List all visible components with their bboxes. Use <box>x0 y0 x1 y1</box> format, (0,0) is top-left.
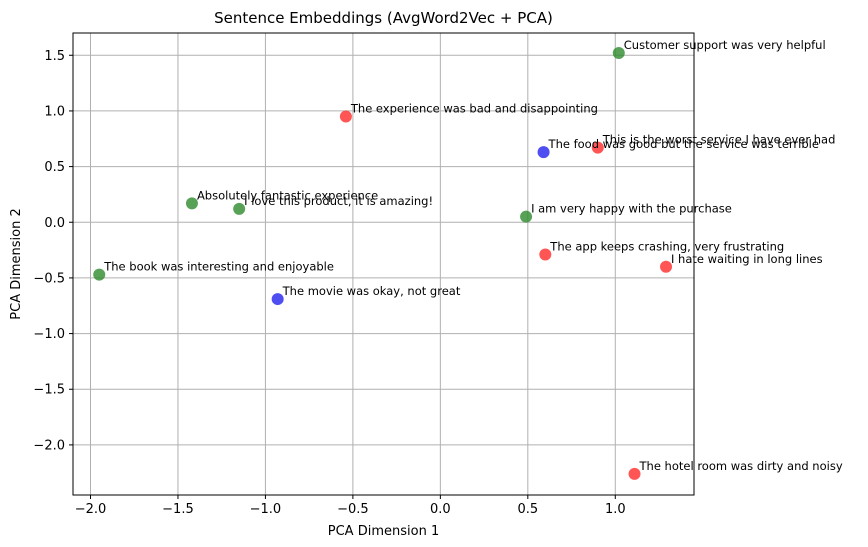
data-point-label: The experience was bad and disappointing <box>350 101 598 115</box>
x-tick-label: −1.0 <box>250 502 282 517</box>
data-point-label: I love this product, it is amazing! <box>244 194 433 208</box>
y-tick-label: −1.0 <box>33 327 65 342</box>
x-tick-label: −0.5 <box>337 502 369 517</box>
y-tick-label: 1.5 <box>44 49 65 64</box>
data-point-label: I hate waiting in long lines <box>671 252 823 266</box>
data-point-neutral <box>537 146 550 159</box>
data-point-negative <box>591 141 604 154</box>
point-labels: Customer support was very helpful The exp… <box>103 38 843 473</box>
data-point-positive <box>520 210 533 223</box>
x-tick-label: −1.5 <box>162 502 194 517</box>
data-point-label: The app keeps crashing, very frustrating <box>549 240 784 254</box>
data-point-label: I am very happy with the purchase <box>531 202 732 216</box>
data-point-negative <box>628 467 641 480</box>
data-point-label: The food was good but the service was te… <box>548 137 819 151</box>
x-tick-label: −2.0 <box>75 502 107 517</box>
data-point-positive <box>233 202 246 215</box>
data-point-positive <box>93 268 106 281</box>
data-point-label: This is the worst service I have ever ha… <box>602 133 836 147</box>
data-point-label: Absolutely fantastic experience <box>197 188 378 202</box>
data-points <box>93 47 673 480</box>
x-axis-title: PCA Dimension 1 <box>328 524 439 539</box>
y-tick-label: 1.0 <box>44 104 65 119</box>
y-axis-title: PCA Dimension 2 <box>9 208 24 319</box>
x-tick-label: 1.0 <box>605 502 626 517</box>
y-tick-label: 0.0 <box>44 216 65 231</box>
data-point-positive <box>185 197 198 210</box>
y-tick-label: −1.5 <box>33 383 65 398</box>
y-tick-label: −0.5 <box>33 271 65 286</box>
data-point-negative <box>539 248 552 261</box>
y-tick-label: −2.0 <box>33 438 65 453</box>
data-point-negative <box>660 260 673 273</box>
axis-ticks: −2.0 −1.5 −1.0 −0.5 0.0 0.5 1.0 1.5 1.0 0.5 0.0 −0.… <box>33 49 625 517</box>
data-point-label: Customer support was very helpful <box>624 38 826 52</box>
chart-title: Sentence Embeddings (AvgWord2Vec + PCA) <box>214 9 553 27</box>
data-point-label: The movie was okay, not great <box>282 284 461 298</box>
data-point-positive <box>612 47 625 60</box>
x-tick-label: 0.0 <box>430 502 451 517</box>
data-point-neutral <box>271 293 284 306</box>
data-point-label: The book was interesting and enjoyable <box>103 260 334 274</box>
data-point-label: The hotel room was dirty and noisy <box>639 459 843 473</box>
plot-frame <box>72 32 695 496</box>
x-tick-label: 0.5 <box>517 502 538 517</box>
data-point-negative <box>339 110 352 123</box>
y-tick-label: 0.5 <box>44 160 65 175</box>
grid <box>73 33 694 495</box>
